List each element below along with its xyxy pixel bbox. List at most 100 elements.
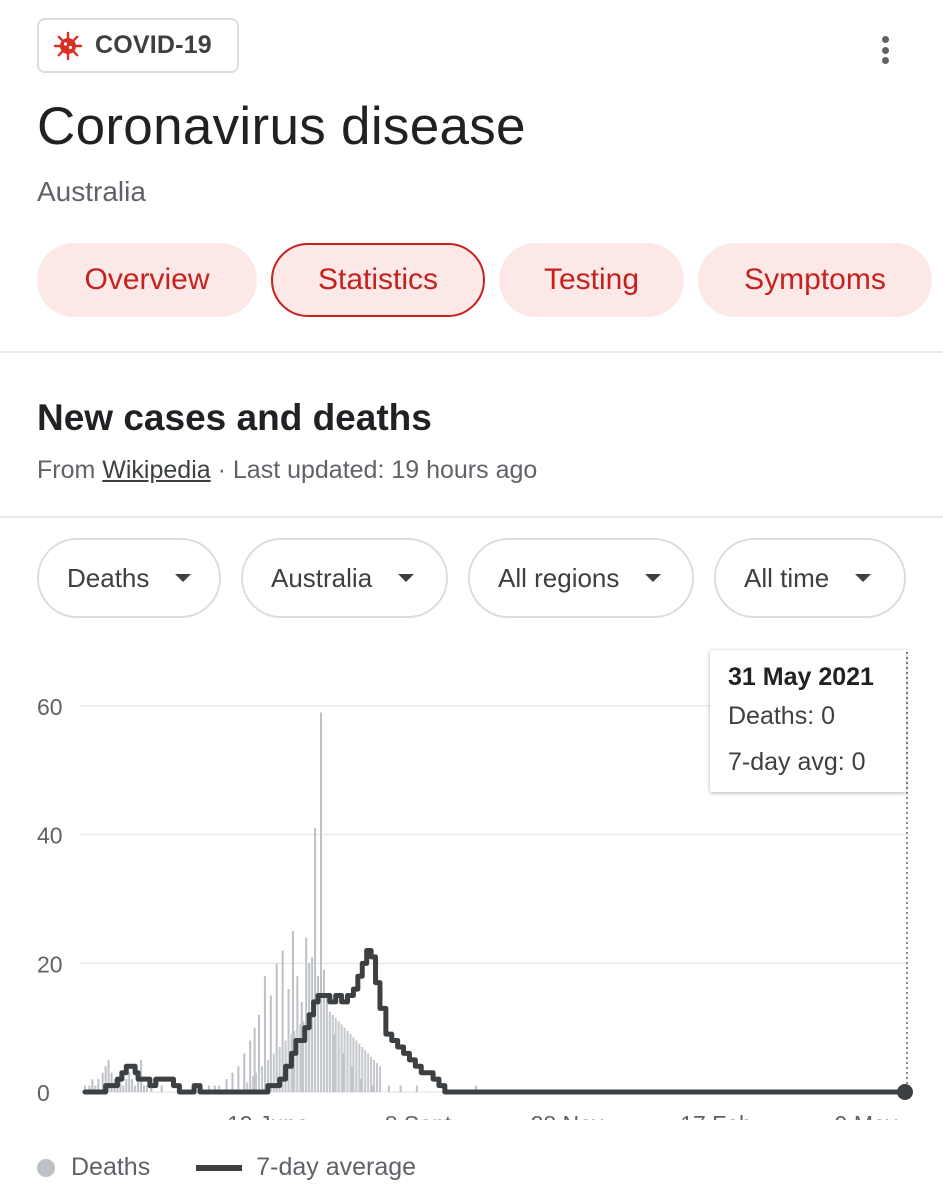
deaths-bar [281, 1043, 284, 1092]
chart-tooltip: 31 May 2021 Deaths: 0 7-day avg: 0 [710, 650, 906, 792]
metric-dropdown-label: Deaths [67, 562, 150, 593]
deaths-bar [119, 1079, 122, 1092]
deaths-chart[interactable]: 0 20 40 60 19 June 8 Sept 28 Nov 17 Feb 9 May [0, 640, 943, 1120]
location-subtitle: Australia [37, 176, 146, 207]
metric-dropdown[interactable]: Deaths [37, 538, 221, 618]
tab-symptoms[interactable]: Symptoms [698, 243, 932, 317]
deaths-bar [352, 1037, 355, 1092]
tooltip-average: 7-day avg: 0 [728, 748, 866, 776]
deaths-bar [266, 1059, 269, 1092]
deaths-bar [328, 1011, 331, 1092]
badge-label: COVID-19 [95, 31, 212, 59]
more-options-icon[interactable] [870, 32, 900, 68]
deaths-bar [293, 1030, 296, 1092]
deaths-bar [342, 1053, 345, 1092]
region-dropdown[interactable]: All regions [468, 538, 694, 618]
deaths-bar [269, 995, 272, 1092]
deaths-bar [218, 1085, 221, 1092]
chart-legend: Deaths 7-day average [37, 1153, 416, 1182]
deaths-bar [474, 1085, 477, 1092]
x-tick-label: 8 Sept [385, 1111, 452, 1120]
deaths-bar [415, 1085, 418, 1092]
deaths-bar [317, 1005, 320, 1092]
x-tick-label: 28 Nov [531, 1111, 604, 1120]
y-tick-label: 20 [37, 951, 63, 977]
deaths-bar [91, 1079, 94, 1092]
deaths-bar [110, 1072, 113, 1092]
deaths-bar [101, 1072, 104, 1092]
deaths-bar [88, 1085, 91, 1092]
region-dropdown-label: All regions [498, 562, 620, 593]
x-tick-label: 9 May [835, 1111, 898, 1120]
country-dropdown[interactable]: Australia [241, 538, 448, 618]
deaths-bar [355, 1040, 358, 1092]
deaths-bar [160, 1085, 163, 1092]
wikipedia-link[interactable]: Wikipedia [102, 456, 211, 484]
deaths-bar [243, 1053, 246, 1092]
time-range-dropdown[interactable]: All time [714, 538, 906, 618]
deaths-bar [258, 1069, 261, 1092]
deaths-bar [305, 937, 308, 1092]
deaths-bar [305, 1018, 308, 1092]
deaths-legend-swatch [37, 1158, 55, 1177]
deaths-bar [359, 1079, 362, 1092]
deaths-bar [145, 1085, 148, 1092]
deaths-bar [84, 1085, 86, 1092]
selection-dot[interactable] [897, 1084, 913, 1100]
deaths-bar [340, 1024, 343, 1092]
deaths-bar [358, 1043, 361, 1092]
deaths-bar [281, 950, 284, 1092]
section-title: New cases and deaths [37, 397, 432, 438]
deaths-bar [275, 1050, 278, 1092]
tooltip-deaths: Deaths: 0 [728, 702, 836, 730]
deaths-bar [314, 828, 317, 1092]
deaths-bar [150, 1085, 153, 1092]
tab-overview[interactable]: Overview [37, 243, 257, 317]
deaths-bar [325, 1008, 328, 1092]
deaths-bar [260, 1066, 263, 1092]
deaths-bar [334, 1018, 337, 1092]
dropdown-arrow-icon [398, 574, 415, 582]
deaths-bar [371, 1085, 374, 1092]
deaths-bar [128, 1072, 131, 1092]
deaths-bar [337, 1021, 340, 1092]
deaths-bar [225, 1079, 228, 1092]
tab-testing[interactable]: Testing [499, 243, 684, 317]
deaths-bar [258, 1014, 261, 1092]
deaths-bar [107, 1059, 110, 1092]
dropdown-arrow-icon [175, 574, 192, 582]
deaths-bar [364, 1050, 367, 1092]
deaths-bar [311, 1011, 314, 1092]
deaths-bar [370, 1056, 373, 1092]
deaths-bar [378, 1066, 381, 1092]
deaths-bar [302, 1021, 305, 1092]
deaths-bar [263, 1063, 266, 1092]
covid-19-chip[interactable]: COVID-19 [37, 18, 239, 73]
virus-icon [53, 31, 83, 60]
tooltip-date: 31 May 2021 [728, 663, 874, 691]
deaths-bar [253, 1027, 256, 1092]
deaths-bar [246, 1082, 249, 1092]
deaths-bar [255, 1072, 258, 1092]
deaths-bar [367, 1053, 370, 1092]
deaths-bar [319, 1001, 322, 1092]
deaths-bar [134, 1085, 137, 1092]
deaths-bar [299, 1024, 302, 1092]
deaths-bar [322, 1005, 325, 1092]
deaths-bar [137, 1079, 140, 1092]
page-title: Coronavirus disease [37, 97, 526, 156]
deaths-bar [333, 1034, 336, 1092]
deaths-bar [350, 1066, 353, 1092]
deaths-bar [231, 1072, 234, 1092]
deaths-bar [97, 1079, 100, 1092]
deaths-bar [343, 1027, 346, 1092]
deaths-bar [249, 1040, 252, 1092]
deaths-bar [263, 976, 266, 1092]
deaths-bar [116, 1085, 119, 1092]
tab-statistics[interactable]: Statistics [271, 243, 485, 317]
deaths-bar [104, 1066, 107, 1092]
deaths-bar [207, 1085, 210, 1092]
deaths-bar [125, 1079, 128, 1092]
deaths-bar [349, 1034, 352, 1092]
deaths-bar [314, 1008, 317, 1092]
